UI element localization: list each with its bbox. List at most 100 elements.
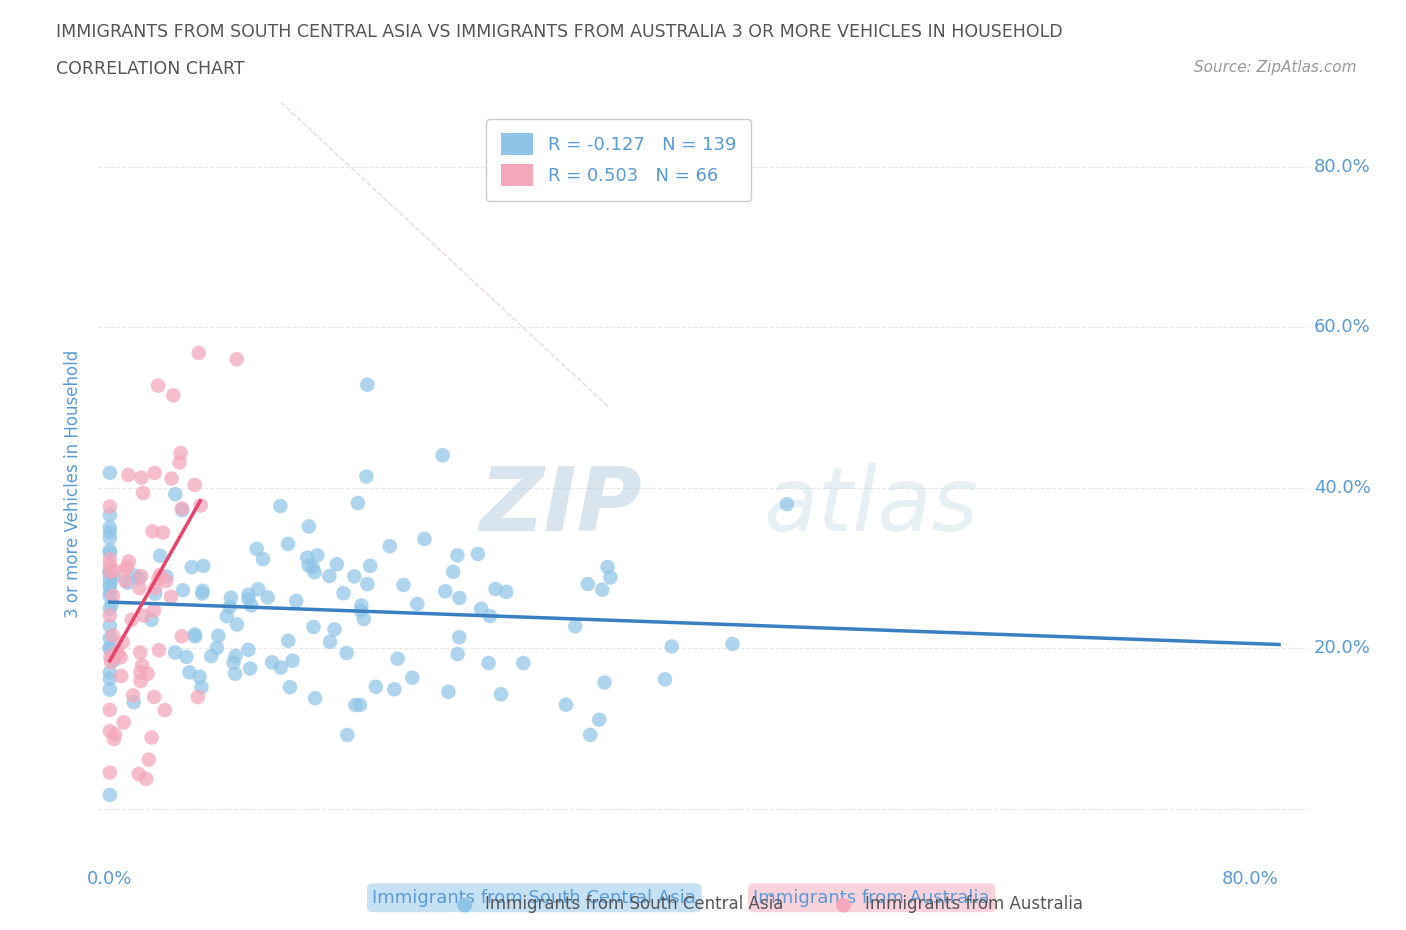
Point xyxy=(392,578,415,592)
Point xyxy=(148,643,170,658)
Point xyxy=(98,640,121,655)
Point xyxy=(170,501,193,516)
Point xyxy=(128,766,150,781)
Point xyxy=(110,669,132,684)
Text: ●: ● xyxy=(456,895,472,913)
Point xyxy=(162,388,184,403)
Point xyxy=(169,455,191,470)
Point xyxy=(576,577,599,591)
Point xyxy=(593,675,616,690)
Point xyxy=(118,554,141,569)
Point xyxy=(98,531,121,546)
Point xyxy=(401,671,423,685)
Point xyxy=(103,732,125,747)
Point xyxy=(117,559,139,574)
Point xyxy=(103,653,125,668)
Point xyxy=(141,524,163,538)
Point xyxy=(180,560,202,575)
Point xyxy=(302,619,325,634)
Point xyxy=(143,689,166,704)
Point xyxy=(304,691,326,706)
Point xyxy=(110,650,132,665)
Point xyxy=(160,472,183,486)
Point xyxy=(238,643,260,658)
Point xyxy=(188,670,211,684)
Point xyxy=(661,639,683,654)
Point xyxy=(141,730,163,745)
Point xyxy=(114,574,136,589)
Text: IMMIGRANTS FROM SOUTH CENTRAL ASIA VS IMMIGRANTS FROM AUSTRALIA 3 OR MORE VEHICL: IMMIGRANTS FROM SOUTH CENTRAL ASIA VS IM… xyxy=(56,23,1063,41)
Point xyxy=(179,665,201,680)
Point xyxy=(356,577,378,591)
Text: Immigrants from South Central Asia: Immigrants from South Central Asia xyxy=(373,889,696,907)
Point xyxy=(135,772,157,787)
Point xyxy=(350,604,373,618)
Point xyxy=(238,587,260,602)
Point xyxy=(591,582,613,597)
Point xyxy=(98,520,121,535)
Point xyxy=(98,558,121,573)
Text: Immigrants from Australia: Immigrants from Australia xyxy=(865,895,1083,913)
Point xyxy=(129,673,152,688)
Point xyxy=(446,646,468,661)
Point xyxy=(105,644,128,659)
Point xyxy=(103,563,125,578)
Point xyxy=(301,560,323,575)
Point xyxy=(326,557,349,572)
Point xyxy=(98,724,121,738)
Point xyxy=(98,665,121,680)
Point xyxy=(247,582,270,597)
Point xyxy=(207,629,229,644)
Text: ●: ● xyxy=(835,895,852,913)
Point xyxy=(219,591,242,605)
Point xyxy=(191,583,214,598)
Point xyxy=(169,445,191,460)
Point xyxy=(165,645,187,660)
Text: atlas: atlas xyxy=(763,463,979,550)
Point xyxy=(441,565,464,579)
Point xyxy=(143,465,166,480)
Point xyxy=(155,574,177,589)
Point xyxy=(224,648,246,663)
Point xyxy=(100,655,122,670)
Point xyxy=(98,563,121,578)
Point xyxy=(187,346,209,361)
Point xyxy=(277,537,299,551)
Text: Immigrants from Australia: Immigrants from Australia xyxy=(754,889,990,907)
Point xyxy=(579,727,602,742)
Point xyxy=(378,538,401,553)
Point xyxy=(478,608,501,623)
Point xyxy=(349,698,371,712)
Point xyxy=(149,549,172,564)
Point xyxy=(172,503,194,518)
Point xyxy=(117,468,139,483)
Point xyxy=(98,788,121,803)
Point xyxy=(98,571,121,586)
Point xyxy=(269,498,291,513)
Point xyxy=(98,508,121,523)
Point xyxy=(98,543,121,558)
Point xyxy=(153,703,176,718)
Point xyxy=(270,660,292,675)
Point xyxy=(356,378,378,392)
Point xyxy=(564,618,586,633)
Point xyxy=(143,580,166,595)
Point xyxy=(98,525,121,539)
Point xyxy=(200,649,222,664)
Point xyxy=(98,565,121,580)
Point xyxy=(285,593,308,608)
Point xyxy=(98,601,121,616)
Point xyxy=(350,598,373,613)
Text: ZIP: ZIP xyxy=(479,463,643,550)
Point xyxy=(318,568,340,583)
Point xyxy=(98,608,121,623)
Point xyxy=(596,560,619,575)
Point xyxy=(149,567,172,582)
Text: CORRELATION CHART: CORRELATION CHART xyxy=(56,60,245,78)
Point xyxy=(336,645,359,660)
Point xyxy=(489,687,512,702)
Point xyxy=(413,531,436,546)
Point xyxy=(148,572,170,587)
Point xyxy=(104,727,127,742)
Point xyxy=(343,569,366,584)
